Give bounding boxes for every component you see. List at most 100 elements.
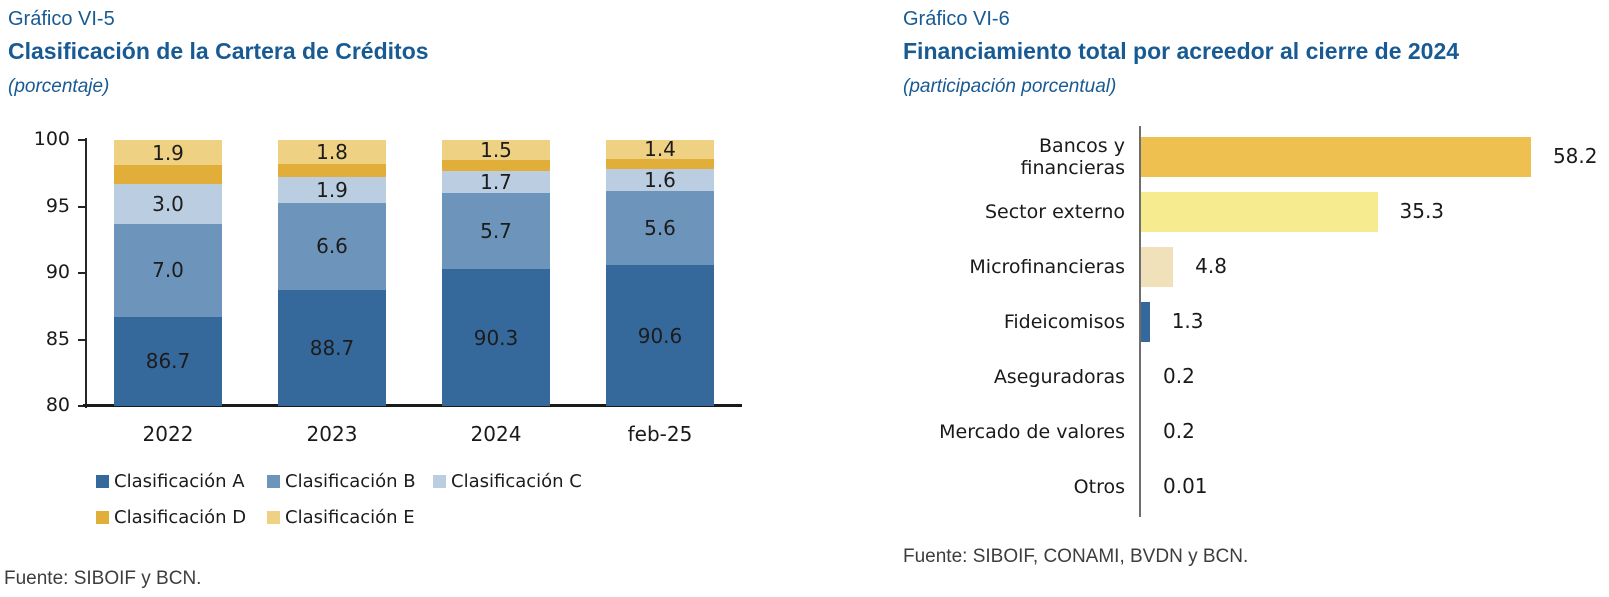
- bar-segment-clasificacion-b: [442, 193, 550, 269]
- bar-segment-clasificacion-a: [114, 316, 222, 406]
- bar-value-label: 58.2: [1552, 144, 1598, 168]
- x-axis-tick-label: feb-25: [627, 422, 693, 446]
- bar-segment-clasificacion-d: [278, 163, 386, 178]
- category-label-bancos-y-financieras: Bancos y financieras: [893, 135, 1125, 179]
- chart-label: Gráfico VI-6: [903, 8, 1010, 30]
- y-axis-tick: [78, 205, 86, 208]
- bar-segment-value: 88.7: [309, 336, 355, 361]
- category-label-otros: Otros: [893, 476, 1125, 498]
- bar-segment-value: 1.5: [480, 137, 512, 162]
- bar-segment-value: 6.6: [316, 234, 348, 259]
- bar-segment-clasificacion-e: [278, 140, 386, 164]
- chart-title: Clasificación de la Cartera de Créditos: [8, 38, 429, 64]
- y-axis-tick-label: 80: [45, 394, 70, 416]
- legend-swatch: [267, 475, 280, 488]
- category-label-sector-externo: Sector externo: [893, 201, 1125, 223]
- bar-segment-clasificacion-d: [114, 165, 222, 184]
- bar-segment-value: 90.6: [637, 323, 683, 348]
- bar-segment-value: 1.9: [152, 140, 184, 165]
- category-label-mercado-de-valores: Mercado de valores: [893, 421, 1125, 443]
- bar-segment-value: 1.9: [316, 177, 348, 202]
- stacked-bar-plot: 100 95 90 85 80 86.7 7.0 3.0 1.9 2022 88.7 6.6 1.9 1.…: [33, 128, 742, 528]
- chart-label: Gráfico VI-5: [8, 8, 115, 30]
- bar-segment-value: 1.7: [480, 169, 512, 194]
- bar-value-label: 1.3: [1171, 309, 1204, 333]
- chart-subtitle: (porcentaje): [8, 76, 110, 97]
- x-axis-tick-label: 2024: [470, 422, 522, 446]
- x-axis-line: [83, 404, 742, 407]
- bar-segment-value: 1.6: [644, 167, 676, 192]
- bar-segment-clasificacion-e: [442, 140, 550, 160]
- category-label-line: Mercado de valores: [939, 421, 1125, 443]
- bar-microfinancieras: [1141, 247, 1174, 287]
- bar-segment-value: 5.6: [644, 215, 676, 240]
- bar-value-label: 0.2: [1163, 419, 1195, 443]
- bar-value-label: 0.2: [1163, 364, 1195, 388]
- y-axis-tick-label: 100: [33, 128, 70, 150]
- category-label-line: Sector externo: [984, 201, 1125, 223]
- bar-segment-value: 90.3: [473, 325, 519, 350]
- bar-segment-clasificacion-c: [442, 170, 550, 194]
- y-axis-tick-label: 95: [45, 194, 70, 217]
- category-label-line: Fideicomisos: [1003, 311, 1125, 333]
- bar-segment-clasificacion-e: [114, 140, 222, 166]
- category-label-line: Aseguradoras: [993, 366, 1125, 388]
- y-axis-tick: [78, 405, 86, 407]
- bar-segment-value: 86.7: [145, 349, 191, 374]
- source-note: Fuente: SIBOIF, CONAMI, BVDN y BCN.: [903, 546, 1249, 567]
- source-note: Fuente: SIBOIF y BCN.: [4, 568, 202, 589]
- legend-label: Clasificación E: [285, 507, 415, 528]
- category-label-line: financieras: [1020, 157, 1125, 179]
- bar-segment-clasificacion-d: [442, 159, 550, 171]
- category-label-fideicomisos: Fideicomisos: [893, 311, 1125, 333]
- y-axis-tick-label: 85: [45, 327, 70, 350]
- legend-item-clasificacion-a: Clasificación A: [96, 471, 245, 492]
- bar-segment-clasificacion-a: [442, 269, 550, 406]
- bar-segment-clasificacion-d: [606, 158, 714, 170]
- bar-value-label: 35.3: [1399, 199, 1445, 223]
- bar-segment-clasificacion-c: [278, 177, 386, 203]
- chart-title: Financiamiento total por acreedor al cie…: [903, 38, 1460, 64]
- legend-swatch: [96, 475, 109, 488]
- legend-item-clasificacion-b: Clasificación B: [267, 471, 416, 492]
- chart-vi-6: Gráfico VI-6 Financiamiento total por ac…: [881, 0, 1609, 597]
- bar-fideicomisos: [1141, 302, 1150, 342]
- legend-label: Clasificación B: [285, 471, 416, 492]
- bar-segment-clasificacion-b: [278, 202, 386, 291]
- bar-value-label: 0.01: [1163, 474, 1208, 498]
- bar-segment-clasificacion-e: [606, 140, 714, 159]
- x-axis-tick-label: 2022: [142, 422, 194, 446]
- legend-swatch: [96, 511, 109, 524]
- legend-item-clasificacion-d: Clasificación D: [96, 507, 246, 528]
- y-axis-line: [85, 138, 87, 408]
- bar-sector-externo: [1141, 192, 1378, 232]
- y-axis-tick: [78, 272, 86, 274]
- chart-vi-5: Gráfico VI-5 Clasificación de la Cartera…: [4, 8, 742, 589]
- category-label-line: Otros: [1073, 476, 1125, 498]
- bar-bancos-y-financieras: [1141, 137, 1531, 177]
- bar-segment-clasificacion-a: [278, 290, 386, 406]
- category-axis-line: [1139, 126, 1141, 517]
- legend-label: Clasificación C: [451, 471, 582, 492]
- bar-segment-value: 3.0: [152, 191, 184, 216]
- horizontal-bar-plot: Bancos y financieras 58.2 Sector externo 35.…: [881, 0, 1609, 597]
- bar-segment-clasificacion-c: [606, 169, 714, 191]
- y-axis-tick-label: 90: [45, 261, 70, 283]
- bar-segment-clasificacion-b: [114, 223, 222, 317]
- category-label-line: Bancos y: [1039, 135, 1125, 157]
- category-label-aseguradoras: Aseguradoras: [893, 366, 1125, 388]
- bar-segment-clasificacion-b: [606, 190, 714, 265]
- legend-label: Clasificación D: [114, 507, 247, 528]
- category-label-line: Microfinancieras: [969, 256, 1125, 278]
- x-axis-tick-label: 2023: [306, 422, 358, 446]
- y-axis-tick: [78, 338, 86, 341]
- bar-segment-clasificacion-a: [606, 265, 714, 406]
- legend-item-clasificacion-c: Clasificación C: [433, 471, 582, 492]
- bar-value-label: 4.8: [1195, 254, 1227, 278]
- bar-segment-clasificacion-c: [114, 183, 222, 224]
- legend-swatch: [433, 475, 446, 488]
- bar-segment-value: 5.7: [480, 219, 512, 244]
- bar-segment-value: 1.4: [644, 137, 676, 162]
- category-label-microfinancieras: Microfinancieras: [893, 256, 1125, 278]
